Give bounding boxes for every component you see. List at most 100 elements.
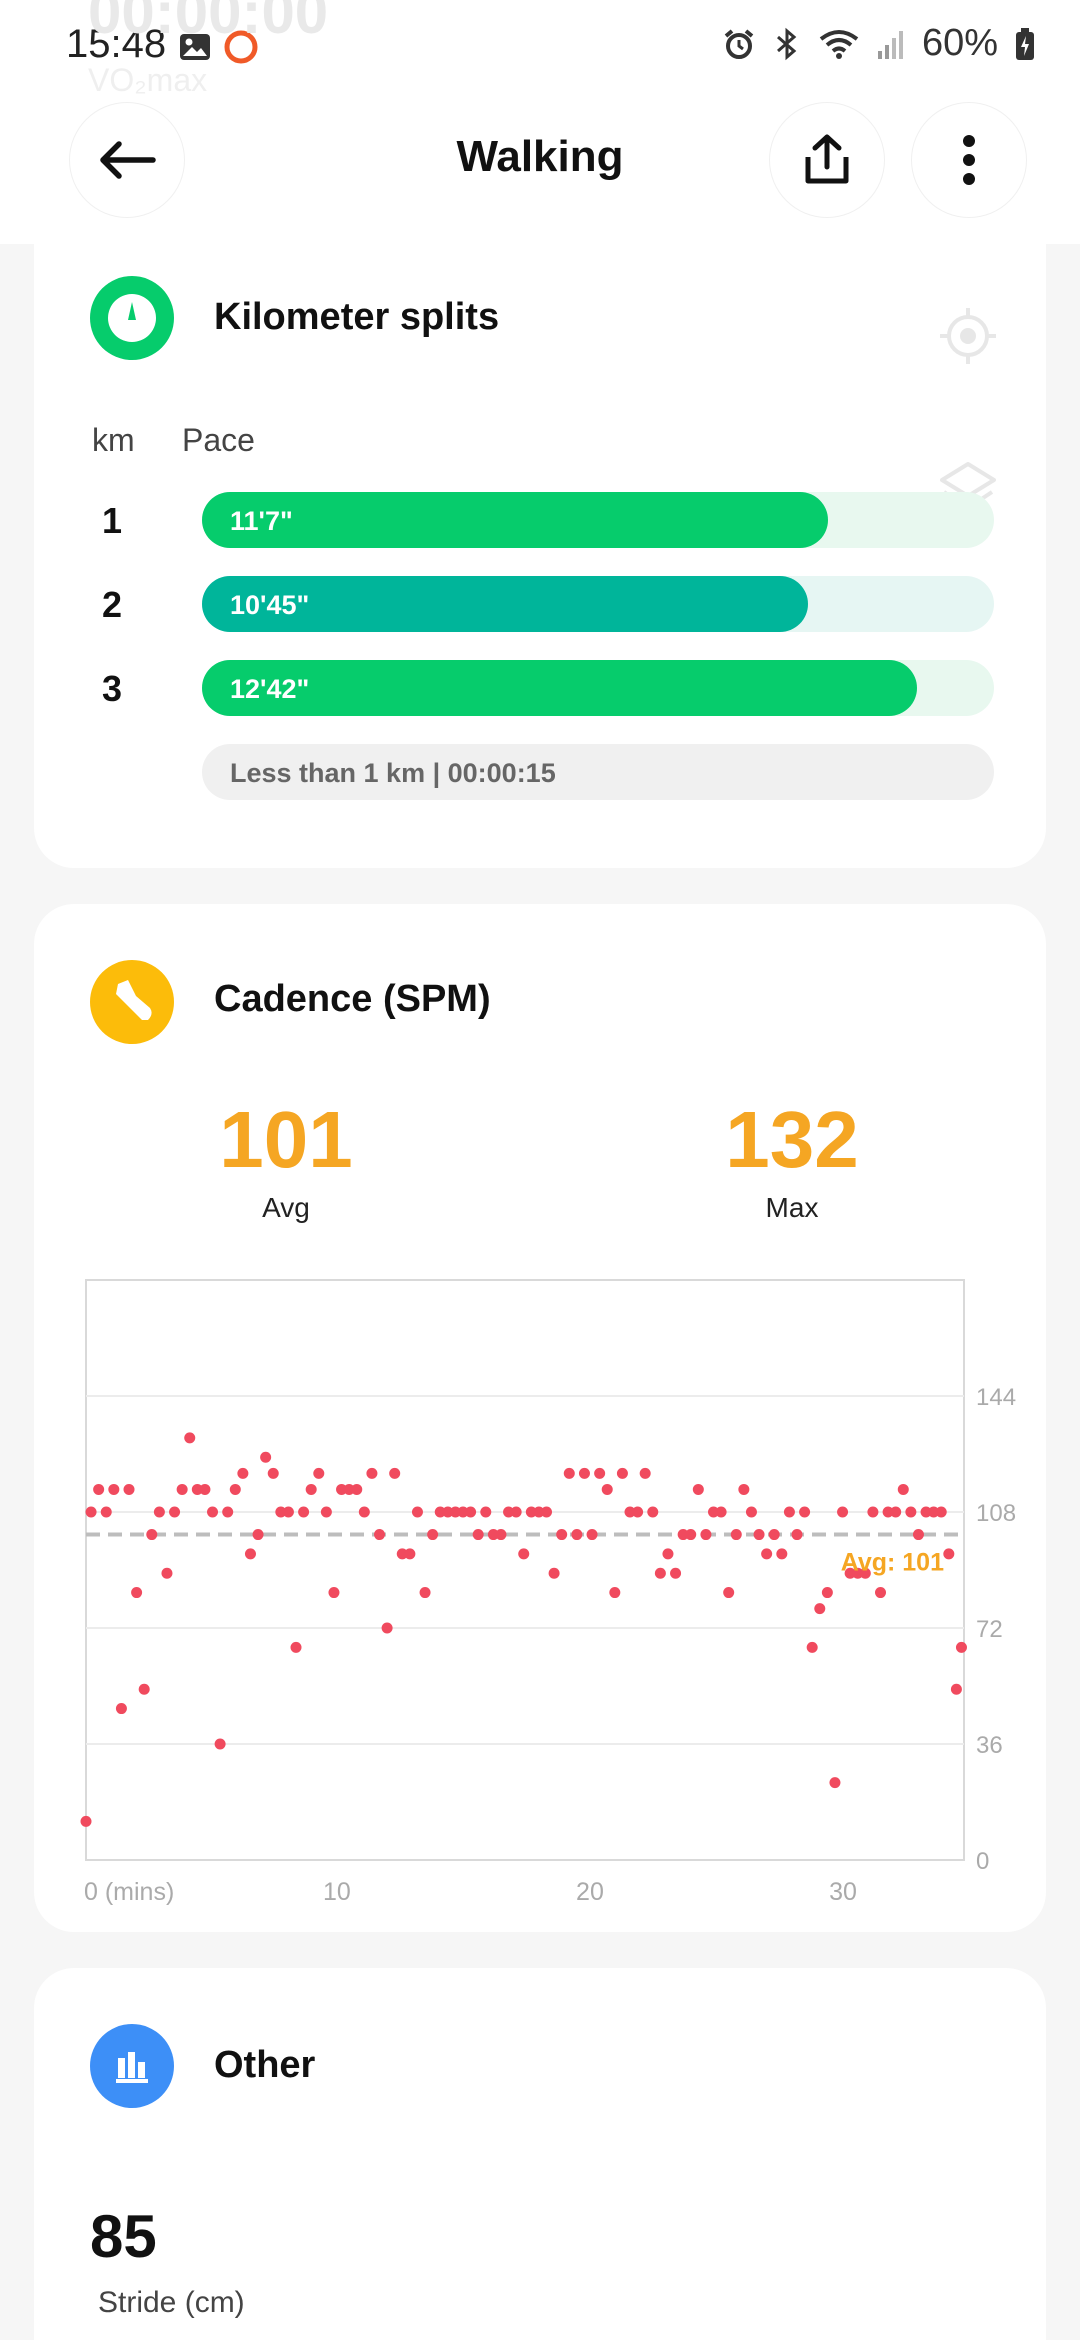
cadence-point [487,1529,499,1541]
bar-chart-icon [90,2024,174,2108]
cadence-point [745,1506,757,1518]
split-pace-bar [202,576,808,632]
cadence-point [578,1467,590,1479]
split-km: 3 [102,668,123,709]
cadence-card: Cadence (SPM) 101 Avg 132 Max Avg: 101 1… [34,904,1046,1932]
cadence-point [229,1483,241,1495]
split-km: 1 [102,500,123,541]
cadence-point [207,1506,219,1518]
cadence-point [685,1529,697,1541]
less-than-km-summary: Less than 1 km | 00:00:15 [202,744,994,800]
y-tick-label: 0 [976,1848,989,1874]
cadence-point [761,1548,773,1560]
cadence-point [654,1567,666,1579]
x-tick-label: 20 [576,1878,604,1906]
status-bar: 15:48 60% [0,0,1080,96]
cadence-point [161,1567,173,1579]
cadence-point [844,1567,856,1579]
cadence-point [677,1529,689,1541]
cadence-point [298,1506,310,1518]
cadence-point [821,1587,833,1599]
cadence-point [624,1506,636,1518]
cadence-point [875,1587,887,1599]
cadence-point [943,1548,955,1560]
split-row: 2 10'45" [34,576,1046,632]
cadence-point [191,1483,203,1495]
column-header-km: km [92,422,135,458]
cadence-point [912,1529,924,1541]
cadence-point [199,1483,211,1495]
cadence-point [950,1683,962,1695]
cadence-point [791,1529,803,1541]
cadence-point [457,1506,469,1518]
split-track: 10'45" [202,576,994,632]
cadence-point [799,1506,811,1518]
cadence-point [290,1641,302,1653]
other-icon-badge [90,2024,174,2108]
cadence-point [920,1506,932,1518]
cadence-point [525,1506,537,1518]
cadence-point [411,1506,423,1518]
locate-icon[interactable] [938,306,998,366]
y-tick-label: 108 [976,1500,1016,1527]
cadence-point [153,1506,165,1518]
cadence-point [267,1467,279,1479]
cadence-point [480,1506,492,1518]
cadence-point [138,1683,150,1695]
cadence-point [176,1483,188,1495]
cadence-point [670,1567,682,1579]
cadence-point [837,1506,849,1518]
arrow-left-icon [100,141,156,179]
cadence-point [616,1467,628,1479]
cadence-point [829,1777,841,1789]
record-notification-icon [224,30,258,64]
cadence-point [93,1483,105,1495]
cadence-point [328,1587,340,1599]
cadence-title: Cadence (SPM) [214,978,491,1020]
cadence-point [449,1506,461,1518]
cadence-point [768,1529,780,1541]
background-timer-ghost: 00:00:00 [88,0,329,46]
more-options-button[interactable] [912,103,1026,217]
cadence-point [184,1432,196,1444]
cadence-point [123,1483,135,1495]
cadence-avg-label: Avg [262,1192,310,1223]
split-pace: 12'42" [230,674,310,704]
cadence-point [146,1529,158,1541]
avg-label: Avg: 101 [841,1549,944,1577]
bluetooth-icon [776,27,797,60]
cadence-point [343,1483,355,1495]
share-button[interactable] [770,103,884,217]
cadence-point [313,1467,325,1479]
alarm-icon [724,28,754,59]
cadence-point [594,1467,606,1479]
splits-icon-badge [90,276,174,360]
cadence-point [510,1506,522,1518]
cadence-point [260,1451,272,1463]
other-card: Other 85 Stride (cm) [34,1968,1046,2340]
cadence-point [541,1506,553,1518]
cadence-point [955,1641,967,1653]
cadence-point [131,1587,143,1599]
x-tick-label: 30 [829,1878,857,1906]
split-row: 3 12'42" [34,660,1046,716]
back-button[interactable] [70,103,184,217]
splits-title: Kilometer splits [214,296,500,338]
cadence-point [336,1483,348,1495]
cadence-point [852,1567,864,1579]
cadence-point [647,1506,659,1518]
cadence-point [320,1506,332,1518]
split-track: 11'7" [202,492,994,548]
cadence-point [80,1815,92,1827]
cadence-point [928,1506,940,1518]
cadence-point [252,1529,264,1541]
other-title: Other [214,2044,316,2086]
cadence-max-value: 132 [725,1095,859,1184]
cadence-point [214,1738,226,1750]
cadence-point [692,1483,704,1495]
cadence-point [85,1506,97,1518]
y-tick-label: 144 [976,1384,1016,1411]
cadence-point [806,1641,818,1653]
column-header-pace: Pace [182,422,255,458]
cadence-point [472,1529,484,1541]
